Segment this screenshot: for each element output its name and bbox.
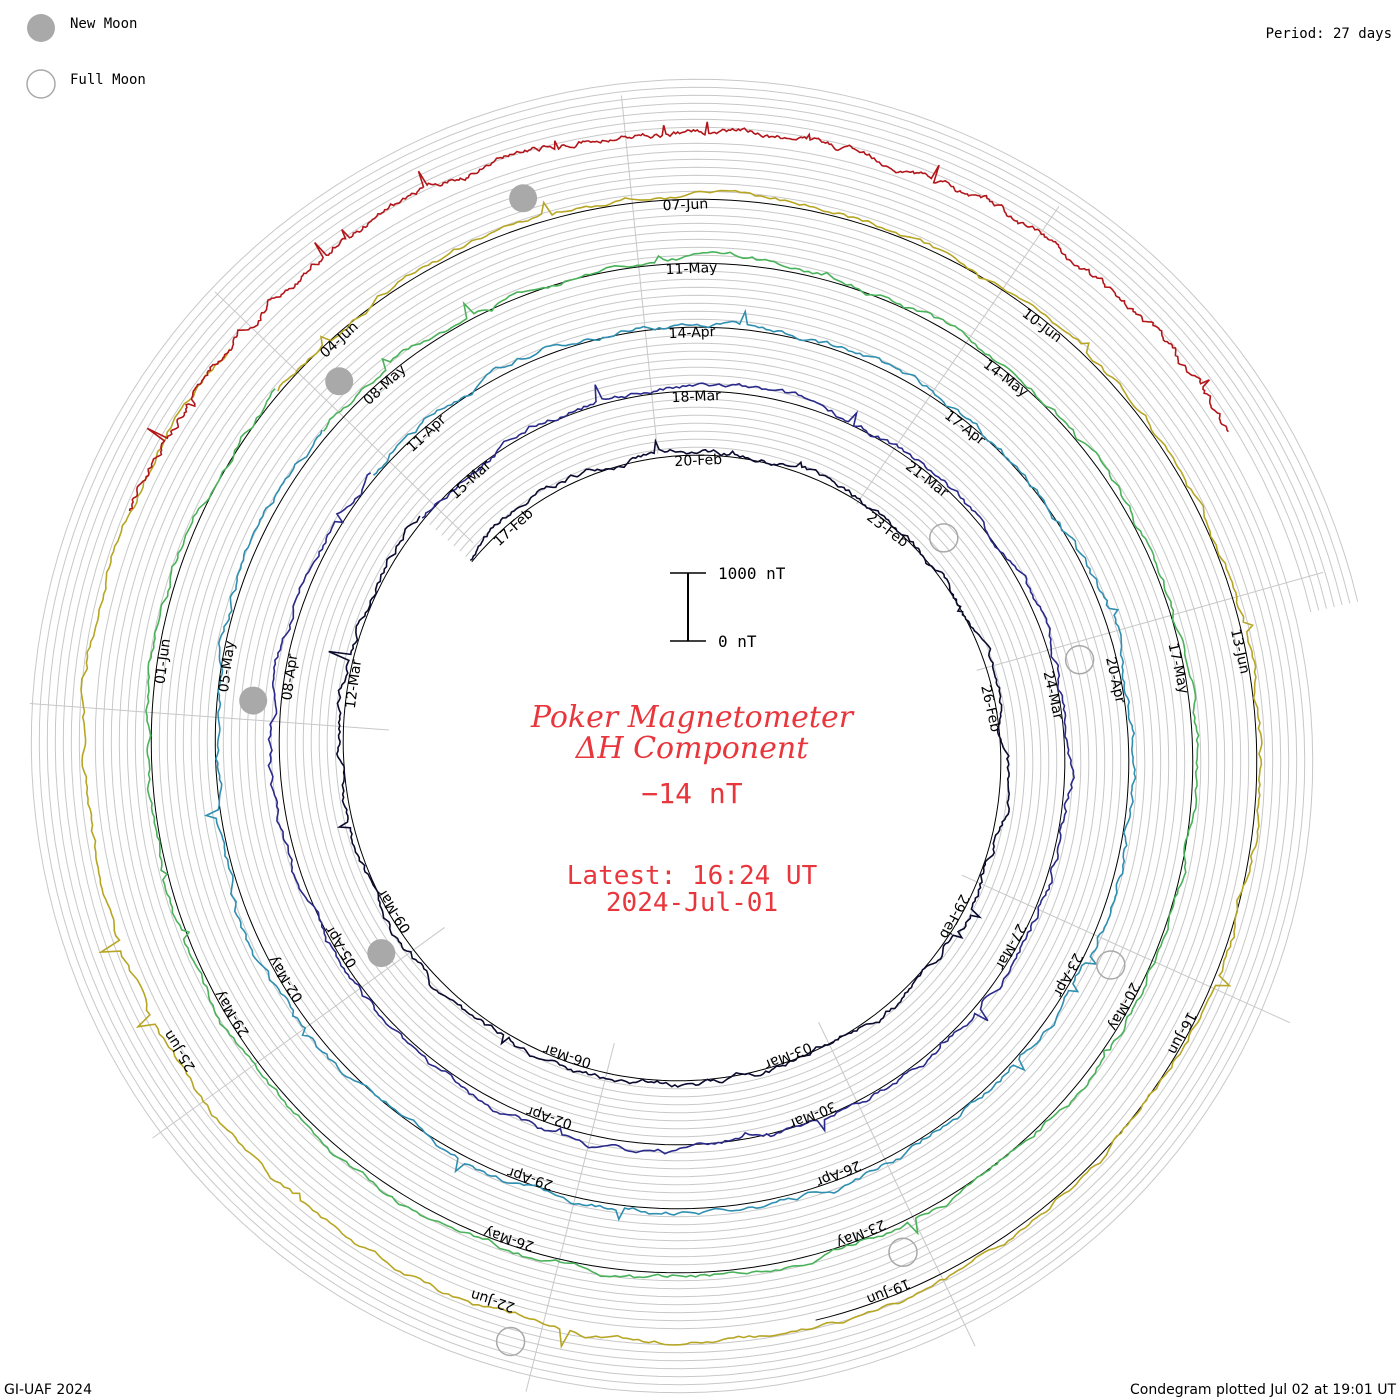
grid-spoke: [29, 703, 389, 731]
new-moon-marker: [367, 939, 396, 968]
date-label: 12-Mar: [343, 658, 365, 709]
grid-ring: [54, 102, 1335, 1370]
date-label: 18-Mar: [671, 388, 721, 406]
date-label: 26-Apr: [814, 1157, 864, 1190]
date-label: 29-Apr: [505, 1163, 555, 1192]
footer-plot-time: Condegram plotted Jul 02 at 19:01 UT: [1130, 1382, 1396, 1398]
new-moon-legend-icon: [27, 14, 55, 42]
footer-credit: GI-UAF 2024: [4, 1382, 92, 1398]
grid-spoke: [856, 205, 1060, 505]
grid-ring: [30, 78, 1359, 1394]
latest-date: 2024-Jul-01: [606, 888, 778, 918]
legend: New Moon Full Moon: [26, 14, 146, 99]
trace-rotation-3: [145, 250, 1200, 1279]
date-label: 05-May: [216, 640, 238, 693]
scale-bar-bottom-label: 0 nT: [718, 632, 757, 651]
new-moon-marker: [239, 686, 268, 715]
full-moon-marker: [929, 523, 959, 553]
chart-title: Poker Magnetometer: [530, 700, 855, 735]
grid-spoke: [961, 874, 1291, 1024]
data-traces: [80, 121, 1263, 1349]
date-label: 25-Jun: [161, 1027, 199, 1074]
full-moon-marker: [888, 1237, 918, 1268]
full-moon-marker: [1064, 645, 1095, 675]
grid-ring: [38, 86, 1351, 1386]
trace-rotation-4: [80, 189, 1263, 1349]
date-label: 06-Mar: [541, 1041, 593, 1071]
date-label: 27-Mar: [992, 921, 1029, 972]
full-moon-legend-icon: [26, 69, 56, 99]
moon-markers: [239, 184, 1126, 1357]
date-label: 13-Jun: [1227, 627, 1253, 675]
grid-ring: [78, 126, 1312, 1346]
date-label: 09-Mar: [374, 886, 414, 936]
date-label: 11-May: [665, 260, 718, 278]
date-label: 20-Feb: [674, 452, 722, 470]
latest-time: Latest: 16:24 UT: [567, 861, 818, 891]
grid-spoke: [152, 927, 445, 1139]
grid-spoke: [818, 1021, 976, 1347]
date-label: 02-Apr: [525, 1102, 575, 1131]
chart-title-block: Poker Magnetometer ΔH Component −14 nT L…: [530, 700, 855, 918]
trace-rotation-5: [128, 121, 1229, 512]
new-moon-legend-label: New Moon: [70, 16, 137, 32]
date-label: 20-Apr: [1102, 655, 1128, 704]
trace-rotation-0: [328, 438, 1011, 1088]
grid-ring: [70, 118, 1320, 1354]
new-moon-marker: [325, 367, 354, 396]
grid-spoke: [620, 95, 659, 454]
date-label: 05-Apr: [322, 922, 361, 970]
date-label: 03-Mar: [762, 1039, 814, 1073]
date-label: 14-Apr: [668, 324, 716, 342]
trace-rotation-1: [267, 382, 1075, 1155]
grid-spokes: [29, 95, 1324, 1392]
date-label: 14-May: [980, 357, 1031, 401]
scale-bar: 1000 nT 0 nT: [670, 564, 786, 651]
full-moon-marker: [1096, 950, 1126, 980]
grid-ring: [46, 94, 1343, 1378]
date-label: 30-Mar: [787, 1098, 839, 1132]
grid-ring: [62, 110, 1327, 1362]
grid-rings: [30, 78, 1359, 1394]
period-label: Period: 27 days: [1266, 26, 1392, 42]
current-value: −14 nT: [641, 777, 742, 810]
new-moon-marker: [509, 184, 538, 213]
date-label: 08-Apr: [279, 653, 301, 702]
date-label: 16-Jun: [1164, 1009, 1199, 1057]
date-label: 29-Feb: [936, 891, 972, 941]
full-moon-marker: [495, 1326, 526, 1357]
date-label: 20-May: [1104, 980, 1142, 1033]
trace-rotation-2: [203, 308, 1137, 1222]
scale-bar-top-label: 1000 nT: [718, 564, 786, 583]
date-label: 23-Apr: [1050, 950, 1086, 999]
full-moon-legend-label: Full Moon: [70, 72, 146, 88]
grid-spoke: [525, 1042, 615, 1392]
date-label: 22-Jun: [469, 1286, 517, 1315]
grid-spoke: [976, 571, 1324, 671]
date-label: 01-Jun: [152, 638, 174, 685]
date-label: 07-Jun: [662, 196, 708, 214]
chart-subtitle: ΔH Component: [575, 731, 809, 766]
